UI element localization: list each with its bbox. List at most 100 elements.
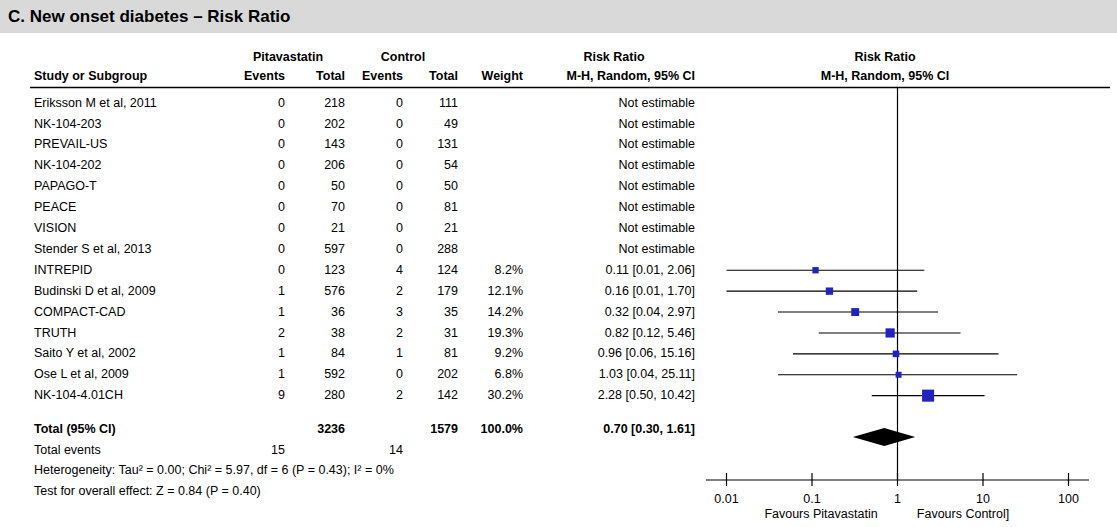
study-name: VISION: [34, 218, 231, 239]
total-treatment: 592: [291, 364, 345, 385]
total-treatment: 143: [291, 134, 345, 155]
risk-ratio-ci-text: Not estimable: [533, 93, 695, 114]
risk-ratio-ci-text: Not estimable: [533, 218, 695, 239]
column-header-total-2: Total: [404, 66, 458, 87]
total-control: 49: [404, 114, 458, 135]
total-row-label: Total (95% CI): [34, 419, 231, 440]
risk-ratio-ci-text: 0.96 [0.06, 15.16]: [533, 343, 695, 364]
total-treatment: 70: [291, 197, 345, 218]
effect-marker: [812, 267, 818, 273]
effect-marker: [851, 308, 859, 316]
events-control: 2: [349, 281, 403, 302]
study-name: Eriksson M et al, 2011: [34, 93, 231, 114]
x-axis-tick-label: 10: [976, 492, 990, 506]
forest-plot-panel: C. New onset diabetes – Risk Ratio Pitav…: [0, 0, 1117, 527]
effect-marker: [893, 351, 900, 358]
events-treatment: 0: [231, 218, 285, 239]
events-treatment: 0: [231, 93, 285, 114]
column-header-weight: Weight: [454, 66, 523, 87]
study-name: PEACE: [34, 197, 231, 218]
events-treatment: 2: [231, 323, 285, 344]
total-weight: 100.0%: [454, 419, 523, 440]
total-treatment: 84: [291, 343, 345, 364]
total-treatment-sum: 3236: [291, 419, 345, 440]
events-control: 3: [349, 302, 403, 323]
events-control: 0: [349, 364, 403, 385]
total-control: 111: [404, 93, 458, 114]
column-header-group2: Control: [348, 47, 458, 68]
risk-ratio-ci-text: 0.32 [0.04, 2.97]: [533, 302, 695, 323]
total-treatment: 206: [291, 155, 345, 176]
study-name: Saito Y et al, 2002: [34, 343, 231, 364]
study-name: NK-104-202: [34, 155, 231, 176]
study-name: PREVAIL-US: [34, 134, 231, 155]
events-treatment: 1: [231, 302, 285, 323]
events-control: 2: [349, 323, 403, 344]
total-treatment: 202: [291, 114, 345, 135]
events-control: 0: [349, 176, 403, 197]
favours-left-label: Favours Pitavastatin: [764, 507, 877, 521]
total-control: 179: [404, 281, 458, 302]
effect-marker: [896, 372, 902, 378]
weight-value: 14.2%: [454, 302, 523, 323]
study-name: PAPAGO-T: [34, 176, 231, 197]
weight-value: 6.8%: [454, 364, 523, 385]
column-header-events-1: Events: [231, 66, 285, 87]
x-axis-tick-label: 0.01: [714, 492, 738, 506]
events-treatment: 0: [231, 176, 285, 197]
column-header-risk-ratio-text: Risk Ratio: [533, 47, 695, 68]
total-treatment: 280: [291, 385, 345, 406]
events-control: 4: [349, 260, 403, 281]
x-axis-tick-label: 1: [894, 492, 901, 506]
events-control: 0: [349, 218, 403, 239]
risk-ratio-ci-text: Not estimable: [533, 197, 695, 218]
weight-value: 9.2%: [454, 343, 523, 364]
weight-value: 19.3%: [454, 323, 523, 344]
x-axis-tick-label: 100: [1058, 492, 1079, 506]
events-control: 2: [349, 385, 403, 406]
events-treatment: 0: [231, 260, 285, 281]
events-treatment: 0: [231, 239, 285, 260]
column-header-total-1: Total: [291, 66, 345, 87]
risk-ratio-ci-text: 1.03 [0.04, 25.11]: [533, 364, 695, 385]
study-name: TRUTH: [34, 323, 231, 344]
total-control: 131: [404, 134, 458, 155]
total-control: 50: [404, 176, 458, 197]
total-treatment: 123: [291, 260, 345, 281]
weight-value: 30.2%: [454, 385, 523, 406]
risk-ratio-ci-text: Not estimable: [533, 176, 695, 197]
total-treatment: 50: [291, 176, 345, 197]
column-header-risk-ratio-plot: Risk Ratio: [700, 47, 1070, 68]
events-treatment: 0: [231, 134, 285, 155]
study-name: Ose L et al, 2009: [34, 364, 231, 385]
effect-marker: [922, 390, 934, 402]
events-control: 0: [349, 93, 403, 114]
events-control: 0: [349, 134, 403, 155]
column-header-events-2: Events: [349, 66, 403, 87]
risk-ratio-ci-text: Not estimable: [533, 239, 695, 260]
risk-ratio-ci-text: Not estimable: [533, 155, 695, 176]
study-name: COMPACT-CAD: [34, 302, 231, 323]
risk-ratio-ci-text: Not estimable: [533, 114, 695, 135]
favours-right-label: Favours Control]: [917, 507, 1009, 521]
study-name: Stender S et al, 2013: [34, 239, 231, 260]
events-control: 0: [349, 197, 403, 218]
study-name: INTREPID: [34, 260, 231, 281]
total-control: 81: [404, 197, 458, 218]
events-treatment: 9: [231, 385, 285, 406]
column-header-method-plot: M-H, Random, 95% CI: [700, 66, 1070, 87]
events-treatment: 0: [231, 114, 285, 135]
total-events-label: Total events: [34, 440, 231, 461]
risk-ratio-ci-text: 2.28 [0.50, 10.42]: [533, 385, 695, 406]
total-control: 202: [404, 364, 458, 385]
total-control: 81: [404, 343, 458, 364]
events-control: 0: [349, 114, 403, 135]
events-control: 1: [349, 343, 403, 364]
events-treatment: 0: [231, 197, 285, 218]
total-treatment: 576: [291, 281, 345, 302]
risk-ratio-ci-text: 0.11 [0.01, 2.06]: [533, 260, 695, 281]
risk-ratio-ci-text: 0.82 [0.12, 5.46]: [533, 323, 695, 344]
total-control: 31: [404, 323, 458, 344]
events-treatment: 0: [231, 155, 285, 176]
total-treatment: 38: [291, 323, 345, 344]
